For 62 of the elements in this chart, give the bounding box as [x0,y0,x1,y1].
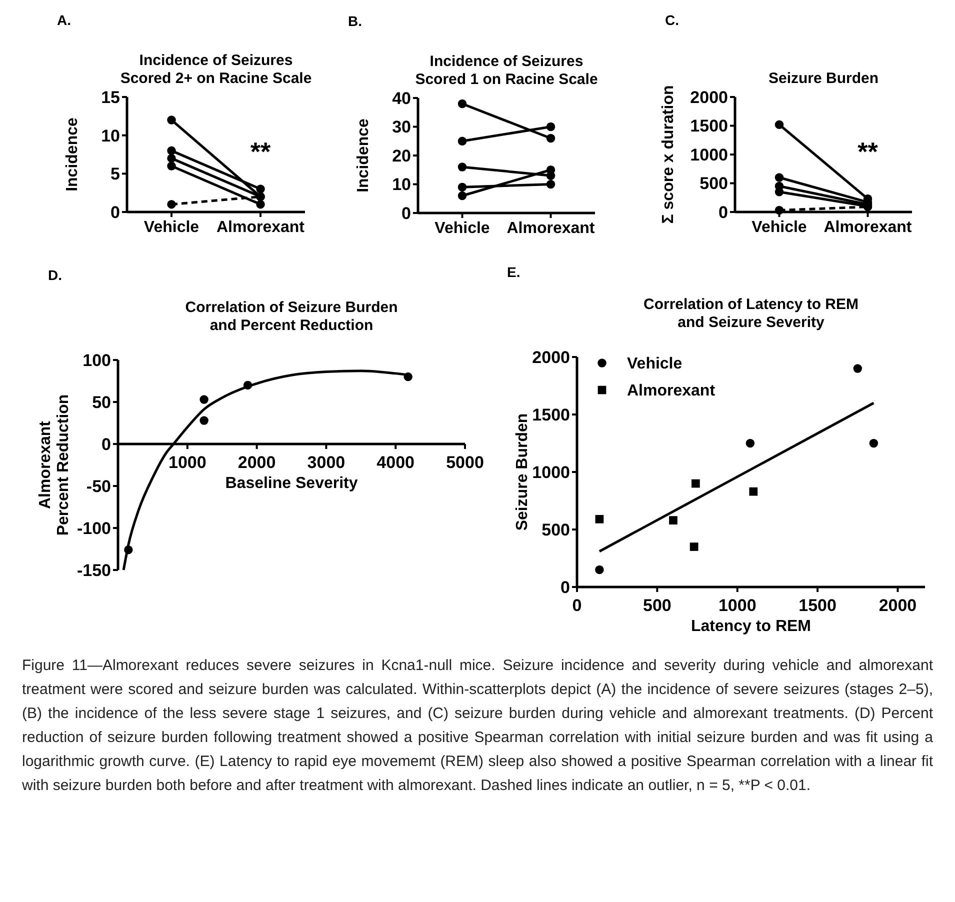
y-tick-label: 0 [110,202,120,222]
chart-title: Incidence of Seizures Scored 1 on Racine Scale [415,53,598,88]
chart-title: Correlation of Seizure Burden and Percent Reduction [185,299,398,334]
y-tick-label: 0 [102,434,111,454]
y-tick-label: 2000 [690,88,728,107]
y-tick-label: 0 [402,204,411,223]
chart-title: Correlation of Latency to REM and Seizure Severity [643,296,859,331]
x-tick-label: Almorexant [506,220,596,237]
x-tick-label: 1000 [718,596,756,615]
y-tick-label: 5 [110,164,120,184]
text: C. [665,12,679,28]
x-tick-label: Almorexant [216,219,306,236]
y-tick-label: -150 [76,560,111,580]
y-axis-title: Seizure Burden [514,413,531,531]
y-tick-label: 10 [101,126,120,146]
y-tick-label: 500 [700,174,728,194]
y-axis-title: Almorexant Percent Reduction [37,394,72,536]
y-axis-title: Σ score x duration [660,85,677,224]
y-tick-label: 10 [392,175,411,194]
x-tick-label: Vehicle [752,219,807,236]
x-tick-label: 1000 [168,452,206,472]
x-tick-label: Vehicle [144,219,200,236]
y-tick-label: 40 [392,88,411,108]
y-tick-label: 100 [82,350,111,370]
x-axis-title: Baseline Severity [225,475,358,492]
y-tick-label: 0 [560,578,570,597]
x-tick-label: Vehicle [434,220,490,237]
y-tick-label: 20 [392,146,411,166]
y-tick-label: 2000 [532,348,570,367]
chart-title: Seizure Burden [768,70,879,87]
legend-label: Vehicle [627,356,682,373]
x-tick-label: 5000 [446,452,484,472]
x-tick-label: 500 [642,596,672,615]
text: A. [57,12,71,28]
y-tick-label: 1500 [690,116,728,136]
y-tick-label: 30 [392,118,411,137]
x-axis-title: Latency to REM [690,618,812,635]
y-axis-title: Incidence [355,118,372,192]
y-tick-label: 1500 [532,405,570,424]
x-tick-label: 4000 [376,452,415,472]
y-tick-label: 15 [101,88,120,107]
y-tick-label: 500 [542,520,570,540]
x-tick-label: 2000 [878,596,917,615]
annotation: ** [858,136,879,166]
x-tick-label: 1500 [798,596,836,615]
y-tick-label: 0 [718,202,728,222]
annotation: ** [250,136,272,166]
y-tick-label: 50 [92,392,111,412]
text: D. [48,267,62,283]
y-axis-title: Incidence [64,118,81,192]
text: B. [348,13,362,29]
chart-title: Incidence of Seizures Scored 2+ on Racine Scale [120,52,312,87]
y-tick-label: -50 [86,476,111,496]
y-tick-label: -100 [76,518,111,538]
legend-label: Almorexant [627,382,716,400]
x-tick-label: 3000 [307,452,346,472]
caption: Figure 11—Almorexant reduces severe seizures in Kcna1-null mice. Seizure incidence and severity during vehicle and almorexant treatment were scored and seizure burden was calculated. Within-scatterplots depict (A) the incidence of severe seizures (stages 2–5), (B) the incidence of the less severe stage 1 seizures, and (C) seizure burden during vehicle and almorexant treatments. (D) Percent reduction of seizure burden following treatment showed a positive Spearman correlation with initial seizure burden and was fit using a logarithmic growth curve. (E) Latency to rapid eye movememt (REM) sleep also showed a positive Spearman correlation with a linear fit with seizure burden both before and after treatment with almorexant. Dashed lines indicate an outlier, n = 5, **P < 0.01. [22,656,933,796]
text: E. [507,264,520,280]
y-tick-label: 1000 [690,145,728,164]
x-tick-label: Almorexant [824,219,912,236]
x-tick-label: 2000 [238,452,276,472]
x-tick-label: 0 [572,596,582,615]
